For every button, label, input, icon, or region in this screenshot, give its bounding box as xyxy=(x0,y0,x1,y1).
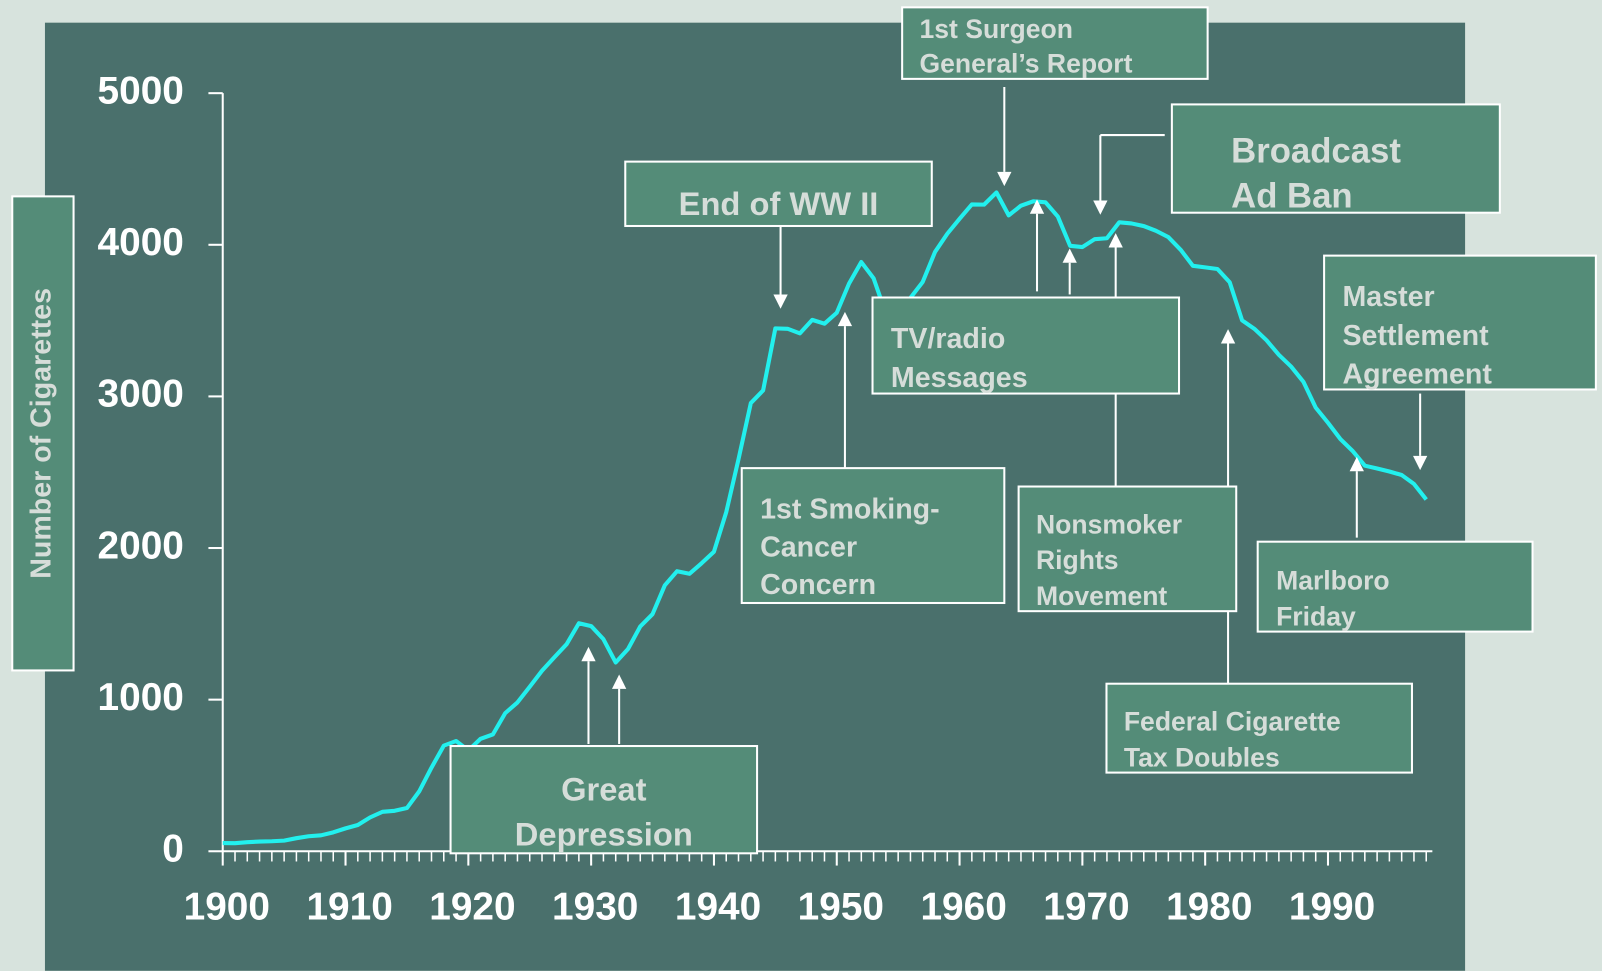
y-tick-label: 5000 xyxy=(98,69,184,112)
x-tick-label: 1920 xyxy=(429,886,515,929)
annotation-text: Movement xyxy=(1036,581,1167,611)
annotation-text: Cancer xyxy=(760,531,857,563)
annotation-box xyxy=(624,160,933,228)
annotation-text: Broadcast xyxy=(1231,133,1401,171)
annotation-text: End of WW II xyxy=(679,185,879,222)
annotation-arrow-head xyxy=(1412,455,1428,471)
annotation-box xyxy=(740,467,1006,605)
annotation-text: 1st Smoking- xyxy=(760,494,940,526)
annotation-text: Friday xyxy=(1276,601,1356,631)
y-tick-label: 1000 xyxy=(98,676,184,719)
annotation-text: Ad Ban xyxy=(1231,178,1353,216)
annotation-box xyxy=(1017,485,1238,613)
annotation-arrow-head xyxy=(1108,233,1123,248)
annotation-text: Marlboro xyxy=(1276,566,1390,596)
y-tick-label: 3000 xyxy=(98,373,184,416)
x-tick-label: 1950 xyxy=(798,886,884,929)
annotation-text: Concern xyxy=(760,569,876,601)
annotation-box xyxy=(449,745,759,855)
annotation-arrow-head xyxy=(1349,456,1364,472)
x-tick-label: 1910 xyxy=(306,886,392,929)
annotation-arrow-head xyxy=(581,646,596,662)
annotation-arrow-head xyxy=(611,674,627,689)
x-tick-label: 1900 xyxy=(184,886,270,929)
annotation-arrow-head xyxy=(997,171,1012,187)
annotation-text: Rights xyxy=(1036,545,1119,575)
annotation-arrow-head xyxy=(1029,199,1045,214)
annotation-arrow-head xyxy=(773,294,788,309)
annotation-box xyxy=(871,296,1181,395)
annotation-text: Nonsmoker xyxy=(1036,509,1182,539)
annotation-text: Messages xyxy=(891,362,1028,394)
x-tick-label: 1980 xyxy=(1166,886,1252,929)
x-tick-label: 1970 xyxy=(1043,886,1129,929)
x-tick-label: 1930 xyxy=(552,886,638,929)
annotation-text: Master xyxy=(1342,281,1434,313)
annotation-box xyxy=(1105,682,1413,774)
annotation-text: TV/radio xyxy=(891,323,1005,355)
y-tick-label: 2000 xyxy=(98,524,184,567)
y-label-box xyxy=(11,195,75,672)
annotation-arrow-head xyxy=(1093,200,1108,215)
annotation-box xyxy=(1256,540,1534,633)
x-tick-label: 1990 xyxy=(1289,886,1375,929)
annotation-text: Settlement xyxy=(1342,320,1489,352)
annotation-text: Tax Doubles xyxy=(1124,742,1280,772)
annotation-text: 1st Surgeon xyxy=(920,14,1073,44)
annotation-arrow-head xyxy=(1220,329,1236,344)
annotation-box xyxy=(1323,254,1597,391)
annotation-text: Federal Cigarette xyxy=(1124,707,1341,737)
annotation-arrow-head xyxy=(1062,248,1077,263)
y-tick-label: 4000 xyxy=(98,221,184,264)
y-axis-label: Number of Cigarettes xyxy=(25,288,57,579)
x-tick-label: 1960 xyxy=(920,886,1006,929)
annotation-box xyxy=(901,6,1209,80)
x-tick-label: 1940 xyxy=(675,886,761,929)
annotation-text: Agreement xyxy=(1342,359,1492,391)
annotation-box xyxy=(1170,103,1501,214)
data-line xyxy=(222,190,1428,846)
annotation-arrow-head xyxy=(837,311,853,327)
annotation-text: Depression xyxy=(515,816,693,853)
annotation-text: Great xyxy=(561,771,647,808)
annotation-text: General’s Report xyxy=(920,49,1133,79)
y-tick-label: 0 xyxy=(162,828,184,871)
